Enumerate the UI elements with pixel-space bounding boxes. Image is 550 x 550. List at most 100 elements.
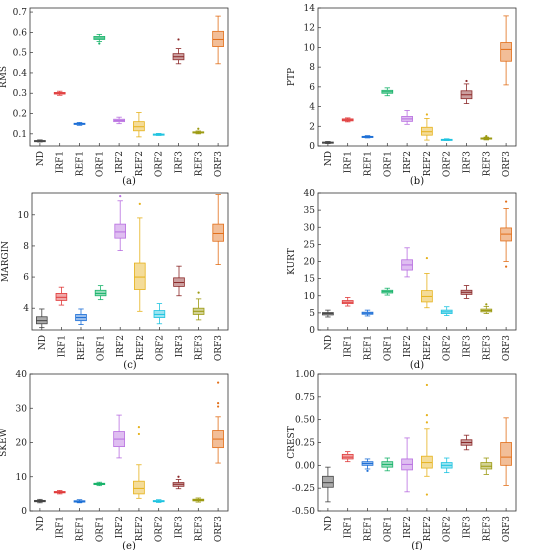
x-tick-label: REF2 (423, 335, 433, 360)
plot-frame (29, 7, 229, 147)
outlier-point (197, 291, 200, 294)
box-orf1 (94, 285, 107, 301)
panel-label: (d) (410, 360, 424, 371)
box-ref3 (192, 291, 205, 321)
y-tick-label: 30 (304, 223, 316, 233)
x-tick-label: REF3 (194, 151, 204, 177)
box-orf2 (440, 457, 453, 474)
x-tick-label: IRF2 (403, 151, 413, 173)
chart-panel: 0.1 0.2 0.3 0.4 0.5 0.6 0.7 RMS ND IRF1 REF1 ORF1 IR… (0, 7, 229, 187)
x-tick-label: ORF3 (502, 516, 512, 542)
x-tick-label: ND (324, 516, 334, 531)
outlier-point (425, 421, 428, 424)
box-irf1 (341, 451, 354, 463)
box-orf3 (212, 381, 224, 464)
box-irf3 (460, 434, 473, 451)
x-tick-label: ORF3 (214, 516, 224, 542)
box-orf1 (93, 481, 106, 487)
x-tick-label: REF1 (77, 335, 87, 360)
box-orf2 (152, 133, 165, 136)
plot-frame (317, 7, 517, 147)
y-axis-label: MARGIN (1, 241, 11, 282)
box-ref3 (192, 127, 205, 135)
box-nd (322, 141, 334, 144)
x-tick-label: REF2 (423, 516, 433, 541)
box-ref1 (361, 458, 374, 472)
outlier-point (177, 475, 180, 478)
outlier-point (137, 432, 140, 436)
y-tick-label: 15 (304, 275, 316, 285)
y-tick-label: 35 (304, 206, 316, 216)
box-irf3 (460, 79, 473, 105)
x-tick-label: REF1 (76, 151, 86, 176)
outlier-point (119, 195, 122, 198)
y-tick-label: 1.00 (295, 370, 315, 380)
x-tick-label: REF2 (135, 151, 145, 176)
x-tick-label: IRF3 (175, 335, 185, 358)
box-irf1 (53, 90, 66, 96)
y-tick-label: -0.25 (292, 484, 315, 494)
y-tick-label: 20 (16, 439, 28, 449)
x-tick-label: IRF1 (344, 151, 354, 173)
y-tick-label: 0.4 (13, 69, 28, 79)
y-tick-label: 10 (16, 473, 28, 483)
y-tick-label: -0.50 (292, 507, 315, 517)
x-tick-label: REF3 (194, 516, 204, 542)
x-tick-label: ORF2 (443, 335, 453, 361)
y-tick-label: 0.75 (295, 393, 315, 403)
y-tick-label: 0.50 (295, 416, 315, 426)
x-tick-label: IRF1 (344, 335, 354, 357)
box-irf2 (113, 414, 125, 459)
box-ref3 (480, 135, 493, 141)
x-tick-label: ORF3 (502, 151, 512, 177)
x-tick-label: IRF3 (463, 335, 473, 358)
y-tick-label: 30 (16, 404, 28, 414)
x-tick-label: ORF2 (155, 516, 165, 542)
x-tick-label: ORF1 (95, 151, 105, 177)
outlier-point (425, 256, 428, 260)
box-ref1 (361, 309, 374, 317)
x-tick-label: REF3 (482, 516, 492, 542)
x-tick-label: IRF2 (403, 335, 413, 357)
outlier-point (425, 493, 428, 496)
box-nd (322, 309, 334, 318)
box-iqr (212, 30, 224, 47)
outlier-point (217, 381, 220, 384)
box-orf2 (440, 138, 453, 141)
box-iqr (500, 42, 512, 62)
x-tick-label: ORF2 (155, 151, 165, 177)
y-tick-label: 4 (23, 304, 29, 314)
box-ref3 (480, 457, 493, 475)
panel-label: (b) (410, 176, 424, 187)
outlier-point (177, 38, 180, 41)
y-tick-label: 0.6 (13, 28, 28, 38)
box-ref2 (133, 425, 145, 499)
outlier-point (425, 414, 428, 417)
box-irf3 (172, 475, 185, 490)
box-orf2 (153, 303, 166, 325)
x-tick-label: IRF1 (56, 516, 66, 538)
box-irf1 (55, 286, 68, 306)
panel-label: (f) (411, 541, 423, 550)
x-tick-label: ORF3 (214, 151, 224, 177)
x-tick-label: IRF2 (116, 335, 126, 357)
x-tick-label: ORF1 (97, 335, 107, 361)
x-tick-label: ORF1 (383, 516, 393, 542)
x-tick-label: ORF1 (383, 335, 393, 361)
box-iqr (133, 121, 145, 132)
y-tick-label: 8 (309, 63, 315, 73)
chart-panel: 0 10 20 30 40 SKEW ND IRF1 REF1 ORF1 IRF2 REF2 ORF2 I… (0, 370, 229, 550)
x-tick-label: IRF2 (115, 516, 125, 538)
x-tick-label: ORF1 (95, 516, 105, 542)
panel-label: (c) (123, 360, 137, 371)
plot-frame (317, 373, 517, 512)
box-irf3 (460, 285, 473, 299)
box-irf2 (114, 195, 126, 252)
y-tick-label: 0.00 (295, 461, 315, 471)
y-tick-label: 12 (304, 24, 315, 34)
x-tick-label: IRF1 (344, 516, 354, 538)
y-tick-label: 0.5 (13, 49, 28, 59)
box-ref1 (73, 499, 86, 504)
y-tick-label: 10 (304, 43, 316, 53)
